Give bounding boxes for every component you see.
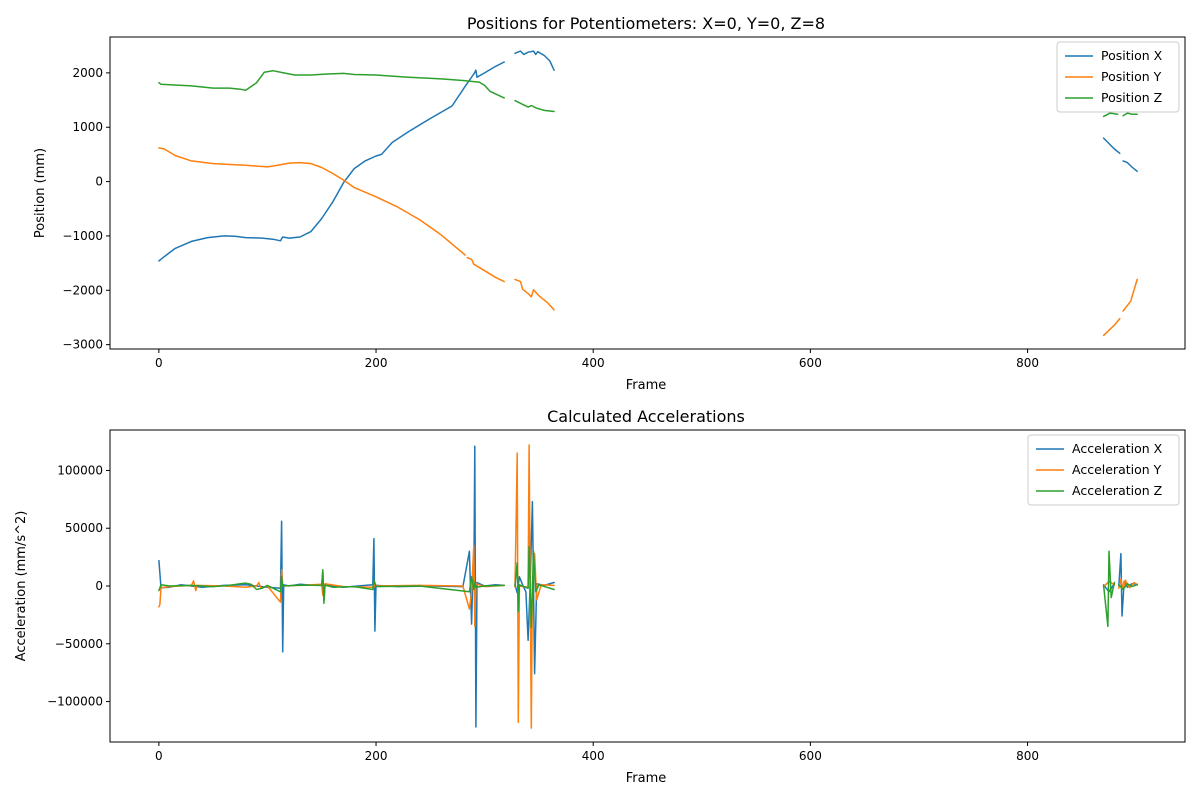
position-series-position-y-segment-2 [514,278,555,311]
position-legend-label-position-y: Position Y [1101,69,1162,84]
position-chart-xlabel: Frame [626,378,667,393]
position-ytick-label: −3000 [62,338,103,352]
position-series-position-z-segment-3 [1122,112,1138,117]
acceleration-xtick-label: 600 [799,749,822,763]
position-series-position-x-segment-2 [1102,137,1121,155]
acceleration-ytick-label: 100000 [57,463,103,477]
acceleration-chart-title: Calculated Accelerations [547,407,745,426]
acceleration-chart-ticks: 0 200 400 600 800 −100000 −50000 0 50000 100000 [47,463,1039,763]
acceleration-chart-lines [158,444,1138,729]
acceleration-xtick-label: 400 [582,749,605,763]
position-series-position-z-segment-0 [158,69,505,99]
position-series-position-x-segment-3 [1122,160,1138,173]
position-chart: Positions for Potentiometers: X=0, Y=0, … [33,14,1186,393]
position-chart-frame [109,36,1186,350]
position-xtick-label: 800 [1016,356,1039,370]
position-chart-ticks: 0 200 400 600 800 −3000 −2000 −1000 0 1000 2000 [62,66,1039,370]
position-series-position-y-segment-3 [1102,317,1121,337]
position-chart-ylabel: Position (mm) [33,148,48,238]
position-series-position-z-segment-2 [1102,112,1119,118]
position-series-position-y-segment-1 [466,256,505,283]
position-ytick-label: −1000 [62,229,103,243]
position-ytick-label: 0 [95,175,103,189]
acceleration-xtick-label: 0 [155,749,163,763]
acceleration-series-acceleration-x-segment-1 [514,500,555,675]
position-ytick-label: 1000 [72,120,103,134]
position-legend-label-position-z: Position Z [1101,90,1162,105]
acceleration-ytick-label: 0 [95,579,103,593]
acceleration-xtick-label: 200 [365,749,388,763]
position-xtick-label: 200 [365,356,388,370]
position-series-position-z-segment-1 [514,99,555,113]
position-ytick-label: 2000 [72,66,103,80]
acceleration-legend-label-acceleration-z: Acceleration Z [1072,483,1162,498]
acceleration-chart-xlabel: Frame [626,771,667,786]
position-chart-legend: Position X Position Y Position Z [1056,41,1180,113]
position-legend-label-position-x: Position X [1101,48,1163,63]
acceleration-legend-box [1027,434,1180,506]
acceleration-series-acceleration-x-segment-3 [1118,552,1138,617]
acceleration-ytick-label: −50000 [55,637,103,651]
acceleration-xtick-label: 800 [1016,749,1039,763]
position-series-position-x-segment-0 [158,61,505,262]
position-series-position-y-segment-4 [1122,278,1138,312]
acceleration-ytick-label: −100000 [47,695,103,709]
position-xtick-label: 400 [582,356,605,370]
position-chart-lines [158,50,1138,337]
acceleration-chart-ylabel: Acceleration (mm/s^2) [14,511,29,662]
acceleration-ytick-label: 50000 [65,521,103,535]
acceleration-chart-legend: Acceleration X Acceleration Y Acceleration… [1027,434,1180,506]
position-legend-box [1056,41,1180,113]
position-xtick-label: 0 [155,356,163,370]
position-xtick-label: 600 [799,356,822,370]
acceleration-series-acceleration-z-segment-1 [514,545,555,629]
position-series-position-y-segment-0 [158,147,466,256]
acceleration-series-acceleration-z-segment-3 [1118,582,1138,591]
acceleration-legend-label-acceleration-x: Acceleration X [1072,441,1163,456]
acceleration-chart: Calculated Accelerations 0 200 400 600 800 −1… [14,407,1186,786]
position-series-position-x-segment-1 [514,50,555,71]
position-ytick-label: −2000 [62,283,103,297]
acceleration-series-acceleration-z-segment-0 [158,569,505,605]
acceleration-series-acceleration-y-segment-3 [1118,578,1138,591]
acceleration-series-acceleration-z-segment-2 [1102,550,1116,628]
acceleration-legend-label-acceleration-y: Acceleration Y [1072,462,1162,477]
position-chart-title: Positions for Potentiometers: X=0, Y=0, … [467,14,825,33]
